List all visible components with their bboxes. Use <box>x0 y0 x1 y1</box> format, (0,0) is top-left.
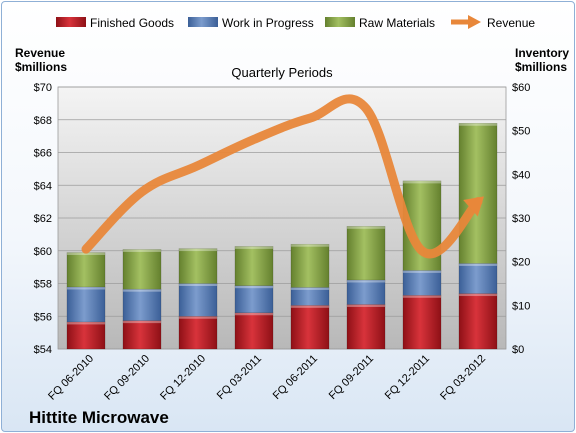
left-tick-label: $70 <box>34 82 52 94</box>
x-tick-label: FQ 09-2010 <box>102 353 152 403</box>
legend-label-revenue: Revenue <box>487 16 535 30</box>
x-tick-label: FQ 06-2010 <box>46 353 96 403</box>
bar-raw-materials <box>178 248 218 284</box>
left-axis-title-line2: $millions <box>15 60 67 74</box>
left-tick-label: $66 <box>34 148 52 160</box>
right-axis-title-line1: Inventory <box>515 46 569 60</box>
bar-raw-materials-cap <box>234 246 274 249</box>
bar-work-in-progress <box>178 283 218 317</box>
right-tick-label: $20 <box>512 257 530 269</box>
bar-raw-materials <box>66 252 106 288</box>
bar-raw-materials <box>458 122 498 264</box>
bar-work-in-progress <box>122 288 162 321</box>
bar-raw-materials-cap <box>66 252 106 255</box>
bar-finished-goods <box>66 321 106 350</box>
left-tick-label: $60 <box>34 246 52 258</box>
bar-work-in-progress <box>290 287 330 306</box>
bar-finished-goods <box>122 320 162 350</box>
bar-finished-goods-cap <box>402 295 442 298</box>
bar-work-in-progress <box>66 286 106 323</box>
legend-label-work-in-progress: Work in Progress <box>222 16 314 30</box>
left-tick-label: $64 <box>34 180 52 192</box>
revenue-line-layer <box>81 94 485 259</box>
legend-label-finished-goods: Finished Goods <box>90 16 174 30</box>
right-tick-label: $50 <box>512 126 530 138</box>
company-name: Hittite Microwave <box>29 408 169 427</box>
right-tick-label: $40 <box>512 169 530 181</box>
legend-swatch-work-in-progress <box>188 17 218 27</box>
bar-finished-goods-cap <box>346 304 386 307</box>
bar-finished-goods-cap <box>234 312 274 316</box>
bar-work-in-progress <box>458 263 498 294</box>
bar-raw-materials <box>290 243 330 288</box>
bar-finished-goods-cap <box>458 293 498 297</box>
legend-label-raw-materials: Raw Materials <box>359 16 435 30</box>
bars <box>66 122 498 350</box>
bar-finished-goods <box>402 295 442 350</box>
x-tick-label: FQ 12-2010 <box>158 353 208 403</box>
bar-work-in-progress <box>402 270 442 296</box>
bar-work-in-progress-cap <box>290 287 330 290</box>
bar-raw-materials <box>122 249 162 290</box>
x-tick-label: FQ 06-2011 <box>271 353 320 402</box>
bar-work-in-progress-cap <box>234 285 274 289</box>
x-tick-label: FQ 12-2011 <box>383 353 432 402</box>
right-tick-label: $0 <box>512 344 524 356</box>
legend-swatch-finished-goods <box>56 17 86 27</box>
left-tick-label: $62 <box>34 213 52 225</box>
left-axis-title-line1: Revenue <box>15 46 65 60</box>
bar-raw-materials-cap <box>122 249 162 252</box>
right-axis-ticks: $0 $10 $20 $30 $40 $50 $60 <box>512 82 530 356</box>
bar-finished-goods <box>458 293 498 350</box>
bar-work-in-progress <box>234 285 274 314</box>
left-tick-label: $58 <box>34 279 52 291</box>
bar-work-in-progress-cap <box>66 286 106 290</box>
bar-raw-materials-cap <box>402 180 442 184</box>
bar-raw-materials <box>234 246 274 286</box>
bar-finished-goods-cap <box>178 316 218 319</box>
legend-swatch-raw-materials <box>325 17 355 27</box>
bar-work-in-progress-cap <box>346 280 386 283</box>
revenue-line <box>81 94 483 259</box>
bar-raw-materials-cap <box>346 226 386 229</box>
x-tick-label: FQ 03-2012 <box>438 353 488 403</box>
right-axis-title-line2: $millions <box>515 60 567 74</box>
right-tick-label: $60 <box>512 82 530 94</box>
bar-finished-goods-cap <box>66 321 106 325</box>
bar-raw-materials-cap <box>458 123 498 126</box>
right-tick-label: $30 <box>512 213 530 225</box>
bar-finished-goods <box>234 312 274 350</box>
bar-finished-goods-cap <box>122 320 162 324</box>
bar-raw-materials <box>346 226 386 281</box>
legend: Finished Goods Work in Progress Raw Mate… <box>56 15 535 30</box>
x-tick-label: FQ 09-2011 <box>327 353 376 402</box>
bar-work-in-progress-cap <box>402 270 442 273</box>
right-tick-label: $10 <box>512 300 530 312</box>
chart-title: Quarterly Periods <box>231 65 333 80</box>
revenue-arrowhead <box>463 196 485 217</box>
bar-finished-goods-cap <box>290 305 330 308</box>
bar-finished-goods <box>290 305 330 350</box>
legend-swatch-revenue <box>451 15 481 29</box>
bar-work-in-progress-cap <box>178 283 218 286</box>
bar-raw-materials-cap <box>178 248 218 252</box>
x-axis-ticks: FQ 06-2010 FQ 09-2010 FQ 12-2010 FQ 03-2011… <box>46 353 488 403</box>
bar-finished-goods <box>178 316 218 350</box>
x-tick-label: FQ 03-2011 <box>215 353 264 402</box>
bar-work-in-progress <box>346 279 386 305</box>
left-tick-label: $68 <box>34 115 52 127</box>
left-tick-label: $54 <box>34 344 52 356</box>
bar-work-in-progress-cap <box>458 263 498 266</box>
bar-raw-materials-cap <box>290 244 330 247</box>
bar-finished-goods <box>346 304 386 350</box>
bar-work-in-progress-cap <box>122 289 162 292</box>
left-axis-ticks: $54 $56 $58 $60 $62 $64 $66 $68 $70 <box>34 82 52 356</box>
left-tick-label: $56 <box>34 311 52 323</box>
